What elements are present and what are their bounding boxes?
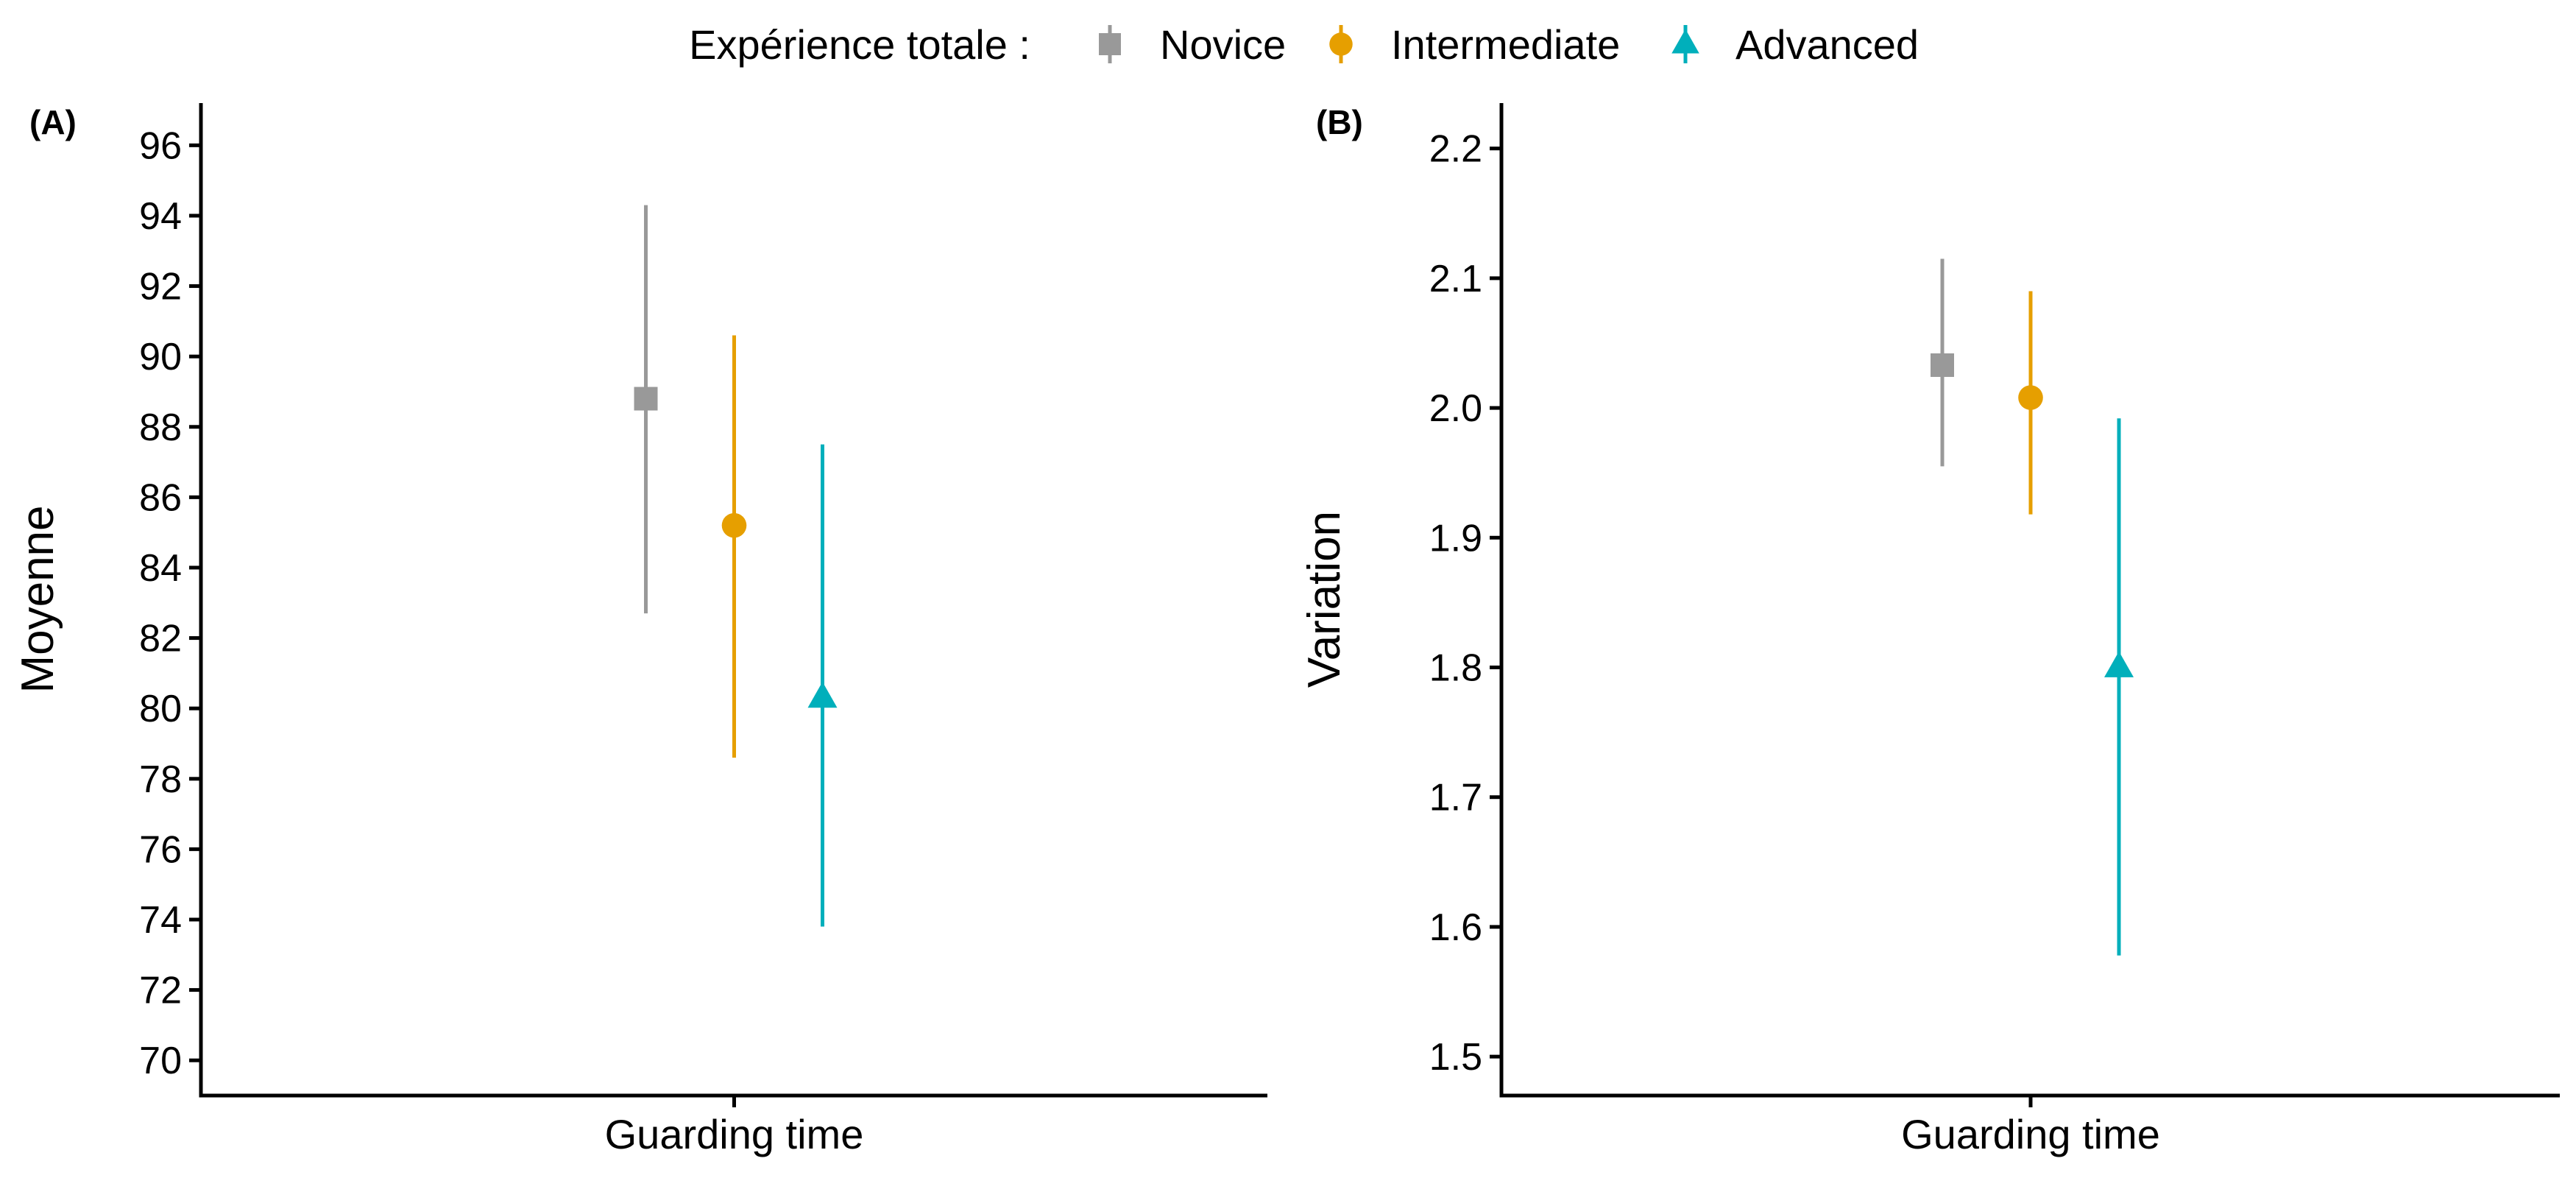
y-tick-label: 94 — [139, 195, 182, 238]
series-intermediate — [721, 335, 747, 758]
y-tick-label: 74 — [139, 899, 182, 942]
panel-a: (A) 70 72 74 76 78 80 82 84 86 88 90 92 94 96 Guarding … — [13, 103, 1267, 1157]
x-category-label: Guarding time — [605, 1111, 864, 1157]
legend-item-novice: Novice — [1099, 21, 1286, 68]
y-tick-label: 1.8 — [1429, 647, 1482, 690]
y-tick-label: 92 — [139, 266, 182, 308]
y-tick-label: 80 — [139, 688, 182, 730]
y-axis-title: Variation — [1299, 511, 1350, 688]
point-intermediate — [2018, 385, 2043, 410]
y-axis-title: Moyenne — [13, 505, 63, 693]
y-tick-label: 86 — [139, 476, 182, 519]
panel-tag: (B) — [1316, 103, 1363, 141]
y-tick-label: 1.7 — [1429, 777, 1482, 819]
legend-item-intermediate: Intermediate — [1329, 21, 1620, 68]
x-category-label: Guarding time — [1901, 1111, 2160, 1157]
point-novice — [1931, 353, 1954, 377]
legend-key-circle-icon — [1329, 32, 1353, 56]
legend-key-square-icon — [1099, 33, 1121, 55]
legend-item-advanced: Advanced — [1671, 21, 1919, 68]
legend-title: Expérience totale : — [689, 21, 1030, 68]
y-tick-label: 1.9 — [1429, 517, 1482, 560]
panel-tag: (A) — [29, 103, 77, 141]
y-tick-label: 88 — [139, 406, 182, 449]
chart-legend: Expérience totale : Novice Intermediate Ad… — [689, 21, 1919, 68]
legend-label: Novice — [1160, 21, 1286, 68]
legend-key-triangle-icon — [1671, 29, 1699, 54]
series-novice — [634, 205, 658, 614]
y-tick-label: 84 — [139, 547, 182, 590]
y-tick-label: 1.6 — [1429, 906, 1482, 949]
y-tick-label: 2.0 — [1429, 387, 1482, 430]
y-tick-label: 2.1 — [1429, 258, 1482, 300]
legend-label: Intermediate — [1391, 21, 1620, 68]
series-advanced — [2104, 418, 2134, 956]
y-tick-label: 78 — [139, 758, 182, 801]
series-advanced — [807, 444, 838, 927]
y-tick-label: 96 — [139, 124, 182, 167]
y-tick-label: 1.5 — [1429, 1036, 1482, 1079]
y-tick-label: 90 — [139, 336, 182, 378]
point-intermediate — [721, 512, 747, 538]
legend-label: Advanced — [1735, 21, 1919, 68]
y-tick-label: 72 — [139, 970, 182, 1012]
panel-b: (B) 1.5 1.6 1.7 1.8 1.9 2.0 2.1 2.2 Guarding time… — [1299, 103, 2560, 1157]
y-tick-label: 82 — [139, 618, 182, 660]
point-novice — [634, 387, 658, 411]
point-advanced — [807, 682, 838, 708]
series-novice — [1931, 258, 1954, 467]
y-tick-label: 70 — [139, 1040, 182, 1082]
point-advanced — [2104, 651, 2134, 677]
y-tick-label: 76 — [139, 828, 182, 871]
series-intermediate — [2018, 291, 2043, 515]
y-tick-label: 2.2 — [1429, 128, 1482, 171]
